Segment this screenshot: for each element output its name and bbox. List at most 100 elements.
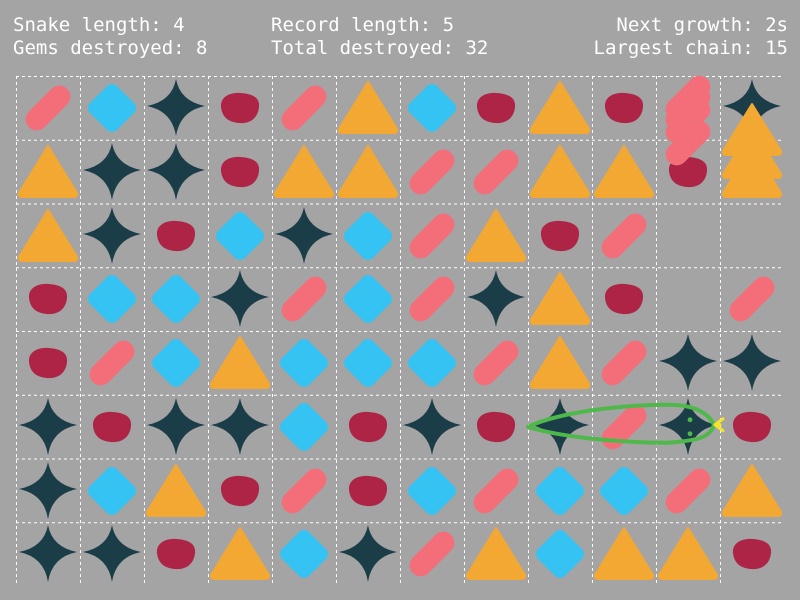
game-board[interactable]	[16, 76, 784, 586]
dark-star-gem[interactable]	[144, 395, 208, 459]
red-blob-gem[interactable]	[720, 395, 784, 459]
pink-stick-gem-shape	[409, 149, 455, 195]
red-blob-gem-shape	[28, 284, 68, 315]
red-blob-gem[interactable]	[336, 459, 400, 523]
dark-star-gem[interactable]	[656, 395, 720, 459]
dark-star-gem[interactable]	[16, 395, 80, 459]
blue-diamond-gem[interactable]	[272, 395, 336, 459]
red-blob-gem[interactable]	[464, 76, 528, 140]
blue-diamond-gem[interactable]	[592, 459, 656, 523]
pink-stick-gem[interactable]	[400, 267, 464, 331]
red-blob-gem[interactable]	[720, 522, 784, 586]
blue-diamond-gem[interactable]	[80, 459, 144, 523]
red-blob-gem[interactable]	[208, 459, 272, 523]
red-blob-gem[interactable]	[336, 395, 400, 459]
blue-diamond-gem[interactable]	[272, 522, 336, 586]
orange-triangle-gem[interactable]	[16, 140, 80, 204]
pink-stick-gem[interactable]	[464, 140, 528, 204]
dark-star-gem[interactable]	[16, 522, 80, 586]
orange-triangle-gem[interactable]	[464, 522, 528, 586]
orange-triangle-gem[interactable]	[336, 76, 400, 140]
orange-triangle-gem[interactable]	[528, 76, 592, 140]
pink-stick-gem-shape	[281, 276, 327, 322]
orange-triangle-gem[interactable]	[592, 140, 656, 204]
dark-star-gem[interactable]	[272, 204, 336, 268]
dark-star-gem[interactable]	[80, 522, 144, 586]
orange-triangle-gem[interactable]	[208, 331, 272, 395]
pink-stick-gem[interactable]	[592, 204, 656, 268]
red-blob-gem[interactable]	[592, 76, 656, 140]
orange-triangle-gem[interactable]	[720, 121, 784, 185]
blue-diamond-gem[interactable]	[528, 522, 592, 586]
dark-star-gem[interactable]	[528, 395, 592, 459]
pink-stick-gem[interactable]	[720, 267, 784, 331]
blue-diamond-gem[interactable]	[80, 267, 144, 331]
dark-star-gem[interactable]	[720, 331, 784, 395]
pink-stick-gem[interactable]	[656, 66, 720, 130]
blue-diamond-gem[interactable]	[528, 459, 592, 523]
dark-star-gem[interactable]	[80, 140, 144, 204]
blue-diamond-gem[interactable]	[208, 204, 272, 268]
dark-star-gem[interactable]	[208, 267, 272, 331]
dark-star-gem[interactable]	[144, 76, 208, 140]
pink-stick-gem[interactable]	[80, 331, 144, 395]
orange-triangle-gem[interactable]	[144, 459, 208, 523]
pink-stick-gem[interactable]	[656, 111, 720, 175]
pink-stick-gem[interactable]	[16, 76, 80, 140]
blue-diamond-gem-shape	[280, 402, 328, 451]
orange-triangle-gem-shape	[273, 144, 335, 198]
orange-triangle-gem[interactable]	[720, 459, 784, 523]
red-blob-gem[interactable]	[144, 204, 208, 268]
blue-diamond-gem[interactable]	[400, 331, 464, 395]
dark-star-gem[interactable]	[656, 331, 720, 395]
orange-triangle-gem[interactable]	[208, 522, 272, 586]
orange-triangle-gem[interactable]	[592, 522, 656, 586]
dark-star-gem[interactable]	[80, 204, 144, 268]
pink-stick-gem[interactable]	[656, 89, 720, 153]
red-blob-gem[interactable]	[16, 331, 80, 395]
pink-stick-gem[interactable]	[592, 395, 656, 459]
dark-star-gem[interactable]	[464, 267, 528, 331]
pink-stick-gem[interactable]	[400, 140, 464, 204]
blue-diamond-gem[interactable]	[400, 459, 464, 523]
orange-triangle-gem[interactable]	[528, 331, 592, 395]
dark-star-gem[interactable]	[144, 140, 208, 204]
dark-star-gem[interactable]	[400, 395, 464, 459]
pink-stick-gem[interactable]	[464, 459, 528, 523]
red-blob-gem[interactable]	[208, 140, 272, 204]
red-blob-gem[interactable]	[80, 395, 144, 459]
blue-diamond-gem[interactable]	[400, 76, 464, 140]
blue-diamond-gem[interactable]	[336, 331, 400, 395]
blue-diamond-gem[interactable]	[144, 267, 208, 331]
red-blob-gem[interactable]	[16, 267, 80, 331]
pink-stick-gem-shape	[665, 98, 711, 144]
orange-triangle-gem[interactable]	[528, 140, 592, 204]
pink-stick-gem[interactable]	[400, 522, 464, 586]
pink-stick-gem[interactable]	[464, 331, 528, 395]
pink-stick-gem[interactable]	[272, 267, 336, 331]
orange-triangle-gem[interactable]	[464, 204, 528, 268]
pink-stick-gem[interactable]	[272, 76, 336, 140]
blue-diamond-gem[interactable]	[80, 76, 144, 140]
red-blob-gem[interactable]	[528, 204, 592, 268]
blue-diamond-gem[interactable]	[272, 331, 336, 395]
pink-stick-gem[interactable]	[400, 204, 464, 268]
orange-triangle-gem[interactable]	[336, 140, 400, 204]
red-blob-gem[interactable]	[208, 76, 272, 140]
orange-triangle-gem[interactable]	[272, 140, 336, 204]
dark-star-gem[interactable]	[336, 522, 400, 586]
orange-triangle-gem[interactable]	[528, 267, 592, 331]
red-blob-gem[interactable]	[464, 395, 528, 459]
pink-stick-gem[interactable]	[272, 459, 336, 523]
blue-diamond-gem[interactable]	[336, 267, 400, 331]
dark-star-gem[interactable]	[16, 459, 80, 523]
orange-triangle-gem[interactable]	[16, 204, 80, 268]
dark-star-gem[interactable]	[208, 395, 272, 459]
blue-diamond-gem[interactable]	[144, 331, 208, 395]
orange-triangle-gem[interactable]	[656, 522, 720, 586]
blue-diamond-gem[interactable]	[336, 204, 400, 268]
red-blob-gem[interactable]	[144, 522, 208, 586]
pink-stick-gem[interactable]	[592, 331, 656, 395]
pink-stick-gem[interactable]	[656, 459, 720, 523]
red-blob-gem[interactable]	[592, 267, 656, 331]
